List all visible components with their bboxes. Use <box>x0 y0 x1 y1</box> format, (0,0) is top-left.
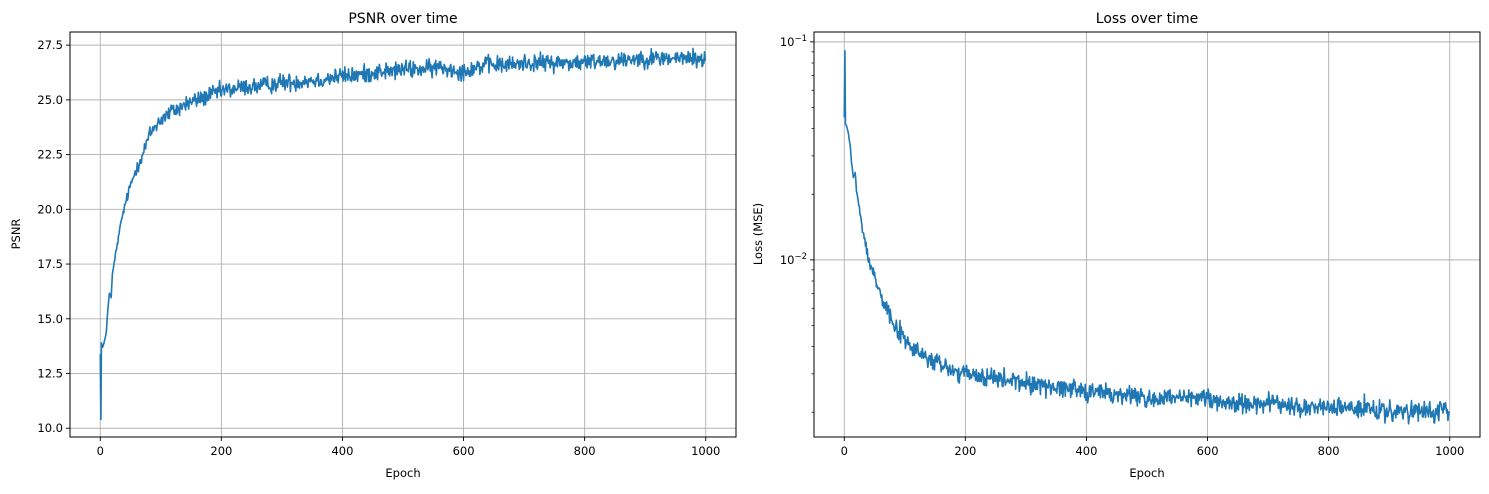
x-tick-label: 600 <box>453 444 475 458</box>
psnr-axes-frame <box>69 31 737 438</box>
y-tick-label: 15.0 <box>37 312 63 326</box>
psnr-grid <box>70 32 736 437</box>
x-tick-label: 400 <box>1075 444 1097 458</box>
psnr-y-ticks: 10.0 12.5 15.0 17.5 20.0 22.5 25.0 27.5 <box>37 38 70 435</box>
x-tick-label: 0 <box>841 444 848 458</box>
y-tick-label: 27.5 <box>37 38 63 52</box>
x-tick-label: 200 <box>954 444 976 458</box>
psnr-x-ticks: 0 200 400 600 800 1000 <box>97 437 720 458</box>
y-tick-label: 20.0 <box>37 202 63 216</box>
x-tick-label: 800 <box>1318 444 1340 458</box>
series-line <box>99 47 706 421</box>
y-tick-label: 10−2 <box>780 252 807 267</box>
y-tick-label: 22.5 <box>37 148 63 162</box>
y-tick-label: 10.0 <box>37 421 63 435</box>
psnr-line <box>99 47 706 421</box>
loss-chart-title: Loss over time <box>1096 11 1198 27</box>
y-tick-label: 17.5 <box>37 257 63 271</box>
x-tick-label: 200 <box>210 444 232 458</box>
y-tick-label: 25.0 <box>37 93 63 107</box>
loss-grid <box>814 32 1480 437</box>
x-tick-label: 800 <box>574 444 596 458</box>
psnr-chart: PSNR over time 0 200 400 600 800 1000 10.0 12.… <box>9 11 737 480</box>
loss-x-label: Epoch <box>1129 466 1164 480</box>
psnr-y-label: PSNR <box>9 219 23 250</box>
loss-axes-frame <box>813 31 1481 438</box>
loss-y-label: Loss (MSE) <box>751 203 765 265</box>
loss-line <box>843 50 1450 425</box>
loss-chart: Loss over time 0 200 400 600 800 1000 10−210−… <box>751 11 1481 480</box>
series-line <box>843 50 1450 425</box>
y-tick-label: 10−1 <box>780 34 807 49</box>
x-tick-label: 1000 <box>1435 444 1464 458</box>
x-tick-label: 600 <box>1197 444 1219 458</box>
loss-y-ticks: 10−2 10−1 <box>780 34 814 413</box>
psnr-chart-title: PSNR over time <box>348 11 457 27</box>
loss-x-ticks: 0 200 400 600 800 1000 <box>841 437 1464 458</box>
y-tick-label: 12.5 <box>37 367 63 381</box>
x-tick-label: 0 <box>97 444 104 458</box>
x-tick-label: 400 <box>331 444 353 458</box>
psnr-x-label: Epoch <box>385 466 420 480</box>
x-tick-label: 1000 <box>691 444 720 458</box>
